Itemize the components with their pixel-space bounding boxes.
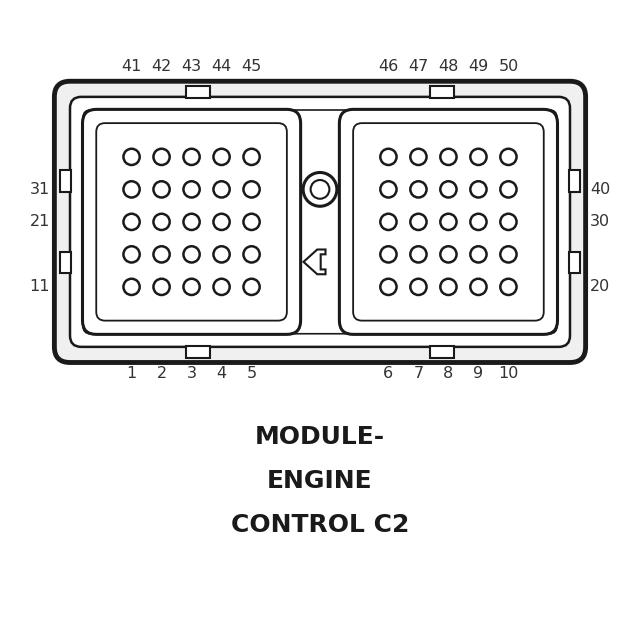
Polygon shape (303, 249, 326, 274)
Text: 42: 42 (152, 59, 172, 74)
Text: 2: 2 (157, 366, 166, 381)
Circle shape (184, 246, 200, 262)
FancyBboxPatch shape (60, 251, 71, 273)
Circle shape (213, 246, 230, 262)
Text: ENGINE: ENGINE (267, 469, 373, 493)
Text: 11: 11 (29, 279, 50, 294)
Text: 31: 31 (29, 182, 50, 197)
Circle shape (243, 181, 260, 198)
FancyBboxPatch shape (569, 170, 580, 192)
Circle shape (470, 181, 486, 198)
Text: 40: 40 (590, 182, 611, 197)
Text: 45: 45 (241, 59, 262, 74)
Circle shape (243, 246, 260, 262)
Circle shape (440, 149, 456, 165)
Text: 30: 30 (590, 214, 610, 229)
Circle shape (470, 149, 486, 165)
Text: 9: 9 (474, 366, 483, 381)
Circle shape (500, 214, 516, 230)
Circle shape (440, 181, 456, 198)
Circle shape (154, 279, 170, 295)
FancyBboxPatch shape (96, 123, 287, 321)
Circle shape (380, 279, 397, 295)
Circle shape (440, 214, 456, 230)
FancyBboxPatch shape (54, 81, 586, 362)
Text: 50: 50 (499, 59, 518, 74)
Text: 41: 41 (122, 59, 141, 74)
Text: 10: 10 (499, 366, 518, 381)
Circle shape (154, 149, 170, 165)
Text: 21: 21 (29, 214, 50, 229)
FancyBboxPatch shape (353, 123, 544, 321)
Circle shape (310, 180, 330, 199)
Circle shape (243, 214, 260, 230)
FancyBboxPatch shape (83, 109, 301, 334)
Text: CONTROL C2: CONTROL C2 (231, 513, 409, 537)
Text: 1: 1 (127, 366, 137, 381)
Circle shape (410, 279, 427, 295)
Circle shape (213, 149, 230, 165)
FancyBboxPatch shape (186, 346, 210, 358)
Circle shape (213, 279, 230, 295)
Circle shape (410, 181, 427, 198)
Circle shape (303, 173, 337, 206)
FancyBboxPatch shape (430, 346, 454, 358)
Circle shape (184, 181, 200, 198)
Text: 6: 6 (383, 366, 394, 381)
Circle shape (243, 149, 260, 165)
Text: 5: 5 (246, 366, 257, 381)
Text: 47: 47 (408, 59, 429, 74)
Circle shape (124, 246, 140, 262)
Text: 43: 43 (182, 59, 202, 74)
Text: 48: 48 (438, 59, 459, 74)
FancyBboxPatch shape (339, 109, 557, 334)
Circle shape (410, 149, 427, 165)
Text: 46: 46 (378, 59, 399, 74)
Text: 4: 4 (216, 366, 227, 381)
Circle shape (440, 246, 456, 262)
Circle shape (470, 214, 486, 230)
FancyBboxPatch shape (186, 86, 210, 98)
Text: 3: 3 (187, 366, 196, 381)
Text: 44: 44 (211, 59, 232, 74)
Circle shape (154, 246, 170, 262)
Circle shape (380, 214, 397, 230)
Text: 7: 7 (413, 366, 424, 381)
Circle shape (380, 149, 397, 165)
FancyBboxPatch shape (430, 86, 454, 98)
Circle shape (184, 149, 200, 165)
Circle shape (184, 279, 200, 295)
FancyBboxPatch shape (83, 110, 557, 334)
Circle shape (243, 279, 260, 295)
Circle shape (410, 214, 427, 230)
Text: 20: 20 (590, 279, 611, 294)
Circle shape (380, 181, 397, 198)
Circle shape (154, 214, 170, 230)
Circle shape (500, 246, 516, 262)
FancyBboxPatch shape (70, 97, 570, 347)
Circle shape (470, 279, 486, 295)
Circle shape (124, 149, 140, 165)
Circle shape (410, 246, 427, 262)
FancyBboxPatch shape (569, 251, 580, 273)
Circle shape (124, 181, 140, 198)
Text: MODULE-: MODULE- (255, 426, 385, 449)
Circle shape (213, 181, 230, 198)
FancyBboxPatch shape (60, 170, 71, 192)
Circle shape (500, 149, 516, 165)
Circle shape (470, 246, 486, 262)
Circle shape (124, 279, 140, 295)
Circle shape (154, 181, 170, 198)
Circle shape (380, 246, 397, 262)
Circle shape (213, 214, 230, 230)
Circle shape (440, 279, 456, 295)
Circle shape (500, 181, 516, 198)
Circle shape (184, 214, 200, 230)
Circle shape (500, 279, 516, 295)
Circle shape (124, 214, 140, 230)
Text: 49: 49 (468, 59, 488, 74)
Text: 8: 8 (444, 366, 454, 381)
